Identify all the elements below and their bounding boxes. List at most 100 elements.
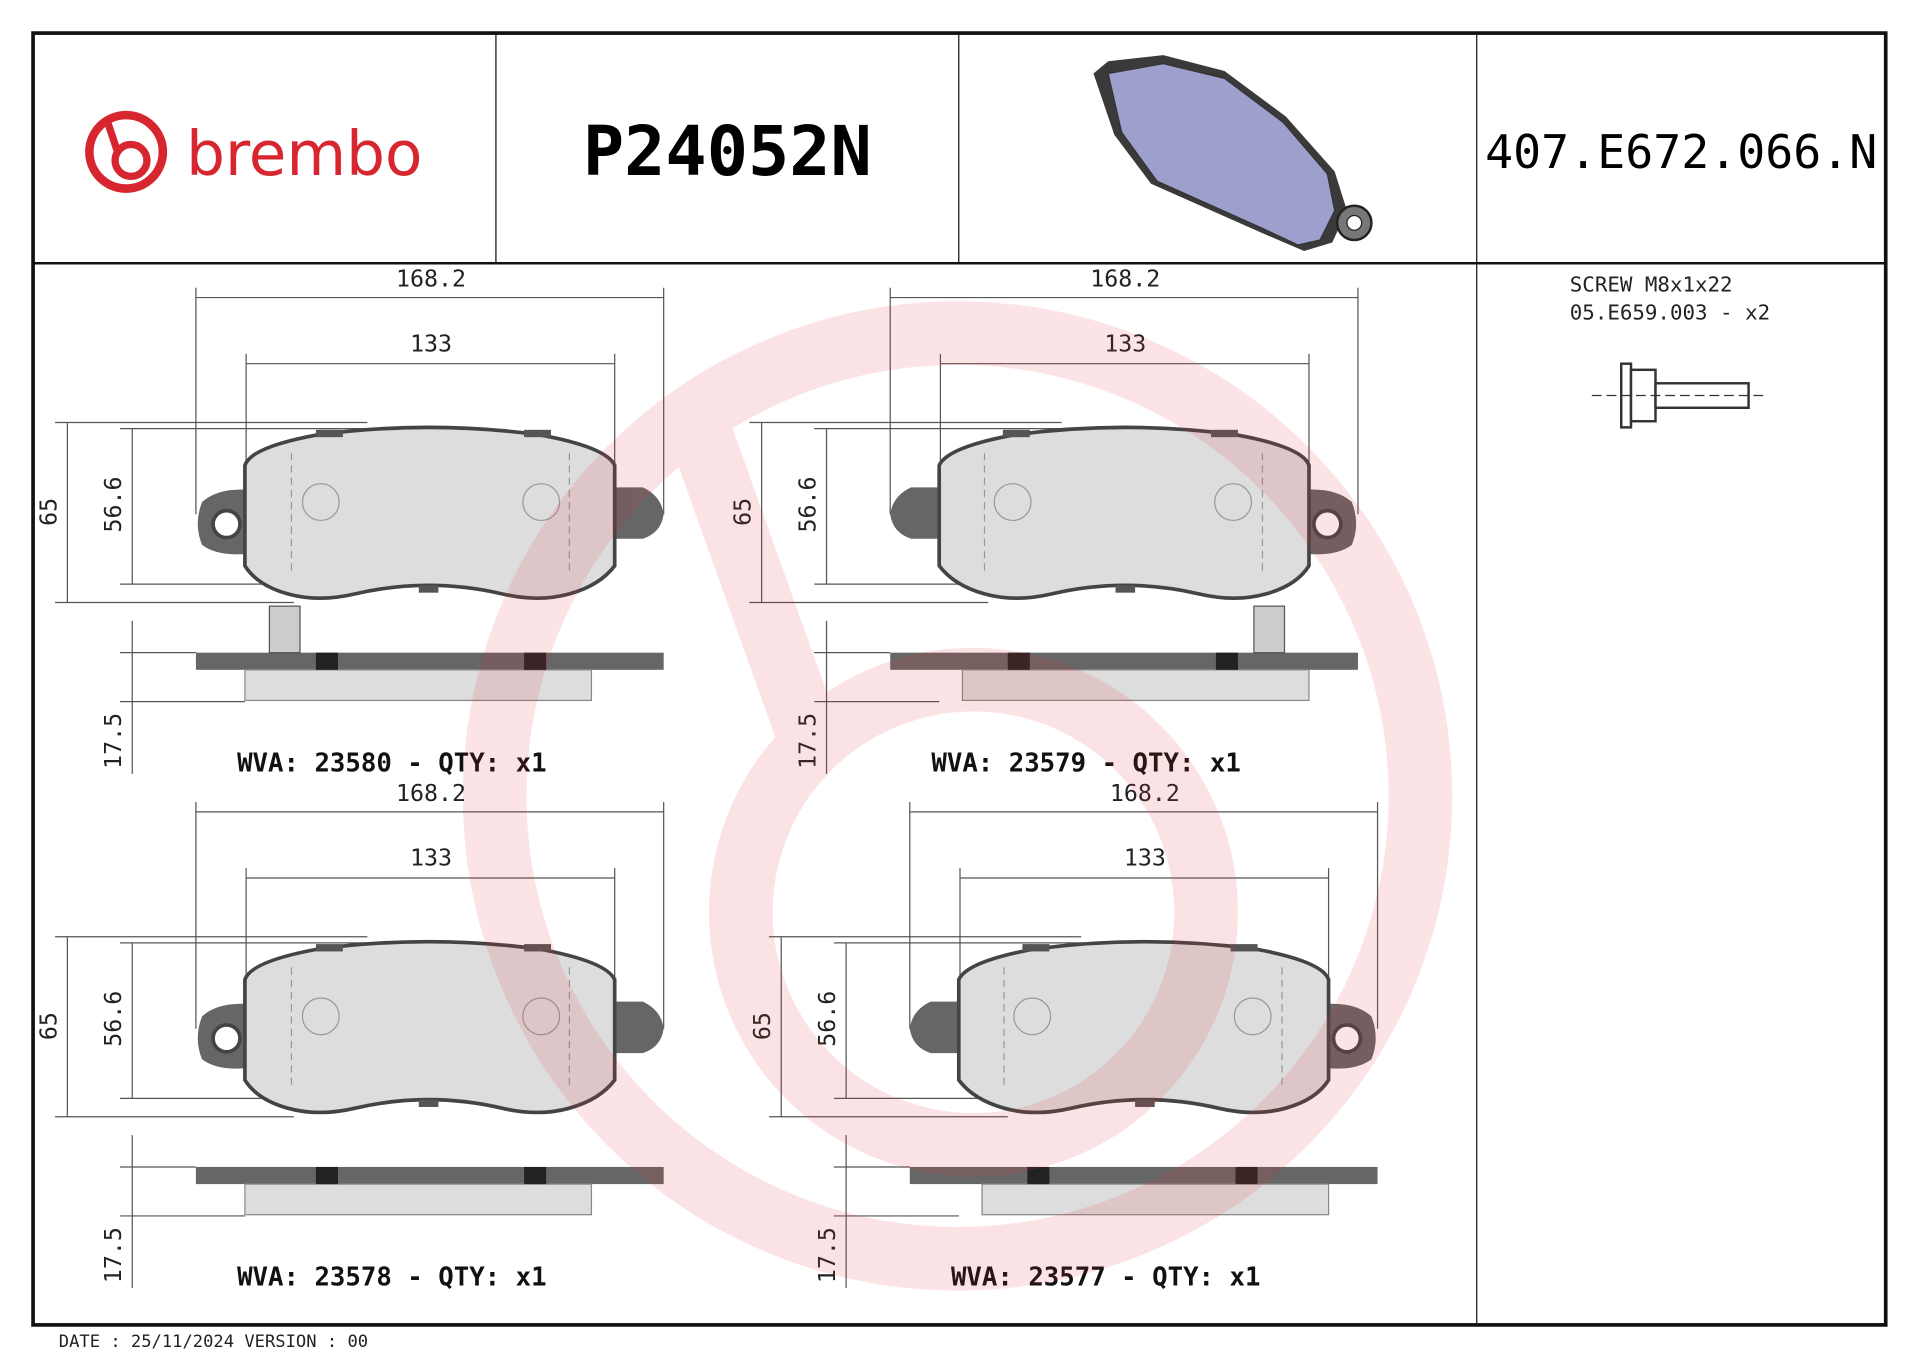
dimension-label: 65	[35, 1012, 62, 1040]
side-friction	[244, 1183, 593, 1216]
dimension-label: 65	[749, 1012, 776, 1040]
reference-code: 407.E672.066.N	[1485, 125, 1877, 179]
logo-inner	[111, 140, 151, 181]
pad-body	[243, 425, 617, 600]
pad-tab	[418, 1099, 439, 1107]
watermark	[462, 301, 1453, 1291]
pad-tab	[1115, 585, 1136, 593]
pad-view: 168.2 133 65 56.6 17.5 WVA: 23578 - QTY: x1	[35, 780, 665, 1293]
dimension-label: 168.2	[1090, 266, 1160, 293]
pad-body	[243, 939, 617, 1115]
footer-date: DATE : 25/11/2024 VERSION : 00	[59, 1332, 368, 1352]
wear-clip	[1253, 605, 1286, 654]
watermark-stem	[655, 381, 839, 746]
logo-stem	[104, 121, 122, 154]
pad-tab	[418, 585, 439, 593]
dimension-label: 65	[35, 498, 62, 526]
dimension-label: 133	[1104, 330, 1146, 357]
pad-hole	[1312, 508, 1343, 540]
wva-label: WVA: 23577 - QTY: x1	[951, 1263, 1260, 1293]
pad-ear	[890, 487, 946, 539]
pad-view: 168.2 133 65 56.6 17.5 WVA: 23580 - QTY: x1	[35, 266, 665, 778]
pad-tab	[1002, 429, 1030, 438]
pad-ear	[909, 1001, 965, 1054]
dimension-label: 17.5	[100, 1227, 127, 1283]
pad-hole	[211, 508, 242, 540]
dimension-label: 56.6	[100, 477, 127, 533]
pad-body	[956, 939, 1331, 1115]
wva-label: WVA: 23578 - QTY: x1	[237, 1263, 547, 1293]
dimension-label: 56.6	[100, 991, 127, 1047]
wva-label: WVA: 23580 - QTY: x1	[237, 748, 547, 778]
pad-hole	[211, 1023, 242, 1054]
pad-tab	[315, 944, 343, 952]
pad-shape	[909, 939, 1378, 1216]
pad-shape	[195, 425, 664, 702]
dimension-label: 133	[1124, 845, 1166, 872]
pad-tab	[315, 429, 343, 438]
pad-view: 168.2 133 65 56.6 17.5 WVA: 23577 - QTY: x1	[749, 780, 1379, 1293]
side-friction	[981, 1183, 1330, 1216]
dimension-label: 65	[730, 498, 757, 526]
pad-3d-view	[1093, 55, 1373, 252]
accessory-name: SCREW M8x1x22	[1570, 272, 1733, 296]
pad-detail	[1214, 483, 1253, 522]
pad-tab	[1211, 429, 1238, 438]
pad-tab	[524, 429, 552, 438]
side-slot	[524, 652, 547, 670]
brand-name: brembo	[186, 119, 422, 190]
wear-clip	[268, 605, 301, 654]
pad-tab	[524, 944, 552, 952]
pad-hole	[1346, 214, 1363, 231]
side-backplate	[195, 1166, 664, 1185]
dimension-label: 56.6	[814, 991, 841, 1047]
side-friction	[244, 669, 593, 702]
pad-shape	[890, 425, 1358, 702]
pad-detail	[993, 483, 1032, 522]
side-slot	[1235, 1166, 1258, 1185]
side-slot	[1007, 652, 1030, 670]
pad-ear	[608, 487, 664, 539]
dimension-label: 133	[410, 845, 452, 872]
pad-friction	[1107, 63, 1336, 246]
pad-detail	[1013, 997, 1052, 1036]
screw-drawing	[1591, 362, 1764, 429]
side-slot	[315, 652, 338, 670]
pad-tab	[1135, 1099, 1155, 1107]
pad-detail	[522, 483, 561, 522]
watermark-inner	[708, 647, 1238, 1177]
dimension-label: 168.2	[396, 266, 466, 293]
dimension-label: 17.5	[795, 713, 822, 769]
side-slot	[1215, 652, 1238, 670]
part-number: P24052N	[583, 112, 872, 192]
pad-detail	[1233, 997, 1272, 1036]
pad-view: 168.2 133 65 56.6 17.5 WVA: 23579 - QTY: x1	[730, 266, 1359, 778]
pad-detail	[522, 997, 561, 1036]
pad-body	[937, 425, 1311, 600]
dimension-label: 56.6	[795, 477, 822, 533]
side-backplate	[195, 652, 664, 670]
pad-shape	[195, 939, 664, 1216]
pad-hole	[1331, 1023, 1363, 1054]
side-backplate	[909, 1166, 1378, 1185]
pad-tab	[1230, 944, 1258, 952]
side-slot	[315, 1166, 338, 1185]
accessory-code: 05.E659.003 - x2	[1570, 301, 1770, 325]
side-friction	[961, 669, 1310, 702]
pad-tab	[1022, 944, 1050, 952]
dimension-label: 17.5	[814, 1227, 841, 1283]
side-slot	[1027, 1166, 1050, 1185]
watermark-ring	[462, 301, 1453, 1291]
side-slot	[524, 1166, 547, 1185]
dimension-label: 17.5	[100, 713, 127, 769]
pad-detail	[301, 483, 340, 522]
logo-ring	[85, 110, 168, 193]
dimension-label: 168.2	[396, 780, 466, 807]
pad-detail	[301, 997, 340, 1036]
dimension-label: 133	[410, 330, 452, 357]
wva-label: WVA: 23579 - QTY: x1	[931, 748, 1240, 778]
dimension-label: 168.2	[1110, 780, 1180, 807]
side-backplate	[890, 652, 1358, 670]
